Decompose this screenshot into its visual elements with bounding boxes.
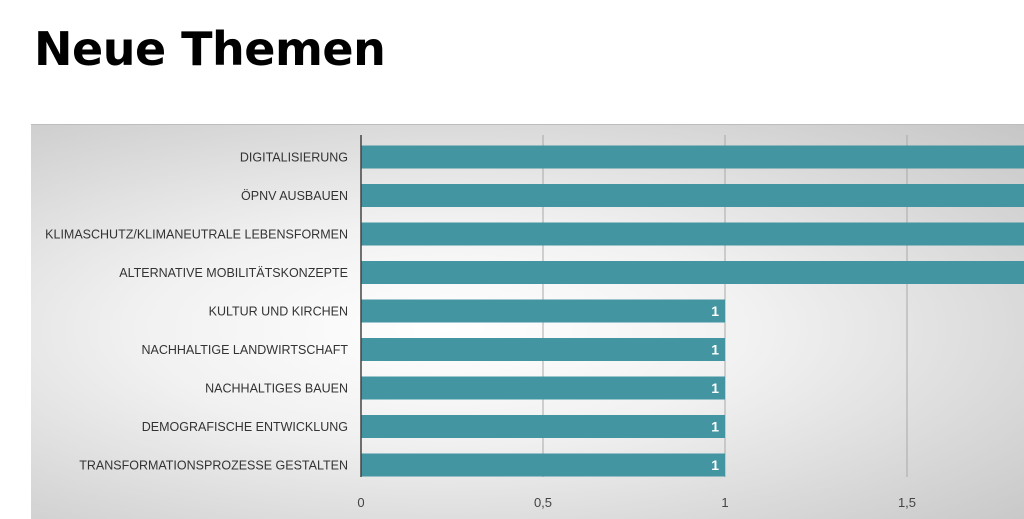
data-label: 1 <box>711 419 719 435</box>
bar <box>361 376 725 400</box>
bar <box>361 222 1024 246</box>
category-label: DIGITALISIERUNG <box>240 151 348 165</box>
x-tick-label: 0,5 <box>534 495 552 510</box>
category-label: ÖPNV AUSBAUEN <box>241 189 348 203</box>
x-tick-label: 0 <box>357 495 364 510</box>
bar <box>361 261 1024 284</box>
chart-panel: 00,511,522,533,5DIGITALISIERUNG3ÖPNV AUS… <box>31 124 1024 519</box>
x-tick-label: 1,5 <box>898 495 916 510</box>
category-label: KLIMASCHUTZ/KLIMANEUTRALE LEBENSFORMEN <box>45 228 348 242</box>
bar-chart: 00,511,522,533,5DIGITALISIERUNG3ÖPNV AUS… <box>45 135 1024 510</box>
page-title: Neue Themen <box>34 22 386 76</box>
data-label: 1 <box>711 303 719 319</box>
category-label: KULTUR UND KIRCHEN <box>209 305 348 319</box>
bar <box>361 415 725 438</box>
bar <box>361 145 1024 169</box>
bar <box>361 299 725 323</box>
category-label: DEMOGRAFISCHE ENTWICKLUNG <box>142 420 348 434</box>
data-label: 1 <box>711 457 719 473</box>
bar <box>361 184 1024 207</box>
bar <box>361 338 725 361</box>
category-label: TRANSFORMATIONSPROZESSE GESTALTEN <box>79 459 348 473</box>
category-label: NACHHALTIGES BAUEN <box>205 382 348 396</box>
bar <box>361 453 725 477</box>
category-label: NACHHALTIGE LANDWIRTSCHAFT <box>141 343 348 357</box>
x-tick-label: 1 <box>721 495 728 510</box>
data-label: 1 <box>711 342 719 358</box>
category-label: ALTERNATIVE MOBILITÄTSKONZEPTE <box>119 266 348 280</box>
data-label: 1 <box>711 380 719 396</box>
